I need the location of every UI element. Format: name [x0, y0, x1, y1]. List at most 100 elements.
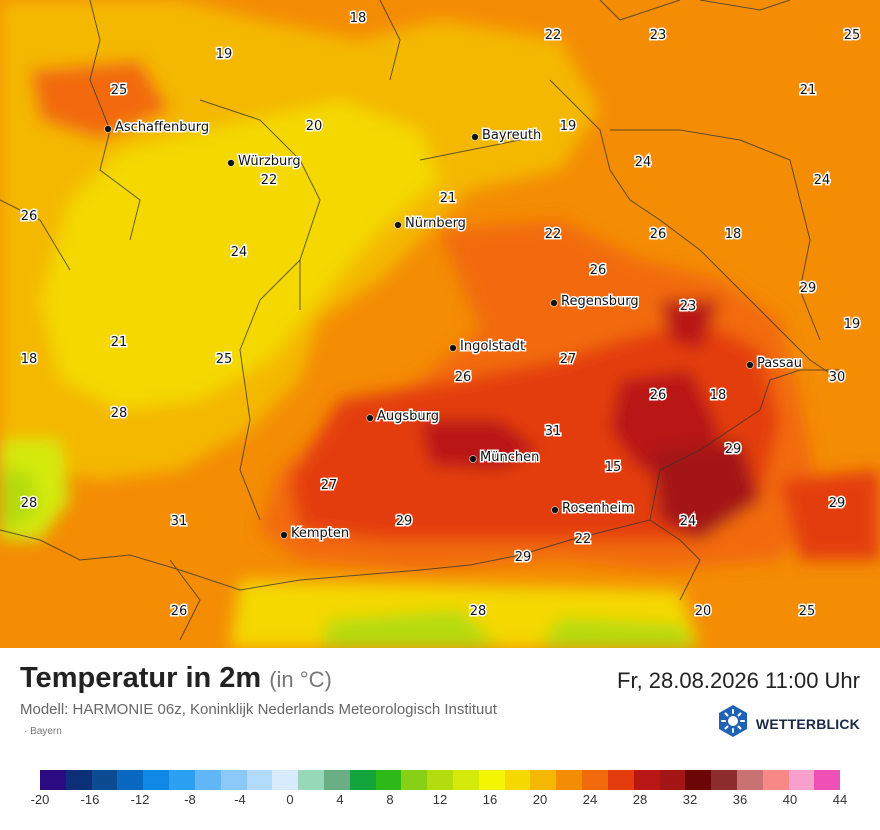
city-kempten: Kempten	[280, 525, 351, 543]
city-label: Regensburg	[561, 294, 639, 309]
temp-value: 18	[710, 388, 727, 403]
region-label: · Bayern	[24, 726, 62, 737]
temp-value: 26	[21, 209, 38, 224]
scale-swatch	[169, 770, 195, 790]
city-augsburg: Augsburg	[366, 408, 441, 426]
temp-value: 23	[650, 28, 667, 43]
temp-value: 24	[231, 245, 248, 260]
scale-swatch	[375, 770, 402, 790]
temp-value: 18	[725, 227, 742, 242]
scale-label: -12	[130, 792, 150, 807]
scale-swatch	[349, 770, 376, 790]
scale-swatch	[607, 770, 634, 790]
temp-value: 19	[844, 317, 861, 332]
scale-swatch	[91, 770, 118, 790]
scale-swatch	[246, 770, 273, 790]
scale-label: 12	[432, 792, 448, 807]
temp-value: 20	[306, 119, 323, 134]
temp-value: 21	[111, 335, 128, 350]
scale-swatch	[401, 770, 428, 790]
temp-value: 22	[575, 532, 592, 547]
temperature-field	[0, 0, 880, 648]
temp-value: 26	[650, 388, 667, 403]
temp-value: 26	[171, 604, 188, 619]
color-scale	[40, 770, 841, 790]
city-label: Nürnberg	[405, 216, 466, 231]
city-label: Passau	[757, 356, 802, 371]
temp-value: 29	[800, 281, 817, 296]
temp-value: 23	[680, 299, 697, 314]
temperature-values: 18 22 23 25 19 25 21 20 19 24 22 24 21 2…	[19, 10, 862, 621]
unit-text: (in °C)	[269, 667, 332, 692]
scale-swatch	[788, 770, 815, 790]
temp-value: 25	[111, 83, 128, 98]
scale-label: 4	[336, 792, 344, 807]
sun-snowflake-hexagon-icon	[716, 704, 750, 743]
scale-label: 20	[532, 792, 548, 807]
temp-value: 22	[545, 227, 562, 242]
scale-swatch	[323, 770, 350, 790]
temp-value: 25	[844, 28, 861, 43]
color-scale-labels: -20 -16 -12 -8 -4 0 4 8 12 16 20 24 28 32 36 40 44	[31, 792, 848, 812]
scale-label: 0	[286, 792, 294, 807]
temp-value: 15	[605, 460, 622, 475]
scale-swatch	[633, 770, 660, 790]
temp-value: 20	[695, 604, 712, 619]
scale-swatch	[556, 770, 583, 790]
temp-value: 26	[650, 227, 667, 242]
city-label: München	[480, 450, 539, 465]
temp-value: 30	[829, 370, 846, 385]
city-label: Kempten	[291, 526, 349, 541]
scale-swatch	[220, 770, 247, 790]
scale-label: 44	[832, 792, 848, 807]
temp-value: 26	[455, 370, 472, 385]
city-label: Rosenheim	[562, 501, 634, 516]
scale-label: -20	[30, 792, 50, 807]
title-text: Temperatur in 2m	[20, 662, 262, 694]
scale-swatch	[736, 770, 763, 790]
scale-swatch	[582, 770, 608, 790]
temp-value: 29	[396, 514, 413, 529]
city-markers: Aschaffenburg Würzburg Bayreuth Nürnberg…	[104, 119, 803, 543]
scale-label: 32	[682, 792, 698, 807]
scale-swatch	[814, 770, 841, 790]
temp-value: 19	[560, 119, 577, 134]
city-bayreuth: Bayreuth	[471, 127, 543, 145]
temp-value: 19	[216, 47, 233, 62]
temperature-map[interactable]: 18 22 23 25 19 25 21 20 19 24 22 24 21 2…	[0, 0, 880, 648]
region-name: Bayern	[30, 726, 62, 737]
temp-value: 24	[680, 514, 697, 529]
scale-label: 16	[482, 792, 498, 807]
scale-swatch	[453, 770, 479, 790]
scale-label: 36	[732, 792, 748, 807]
temp-value: 27	[560, 352, 577, 367]
scale-swatch	[298, 770, 324, 790]
city-label: Augsburg	[377, 409, 439, 424]
temp-value: 31	[545, 424, 562, 439]
scale-label: -8	[184, 792, 196, 807]
temp-value: 18	[21, 352, 38, 367]
scale-label: 28	[632, 792, 648, 807]
temp-value: 26	[590, 263, 607, 278]
brand-logo[interactable]: WETTERBLICK	[716, 704, 860, 743]
temp-value: 21	[800, 83, 817, 98]
scale-swatch	[272, 770, 299, 790]
scale-swatch	[117, 770, 144, 790]
temp-value: 25	[799, 604, 816, 619]
temp-value: 27	[321, 478, 338, 493]
scale-swatch	[530, 770, 557, 790]
temp-value: 29	[725, 442, 742, 457]
scale-label: -16	[80, 792, 100, 807]
model-info: Modell: HARMONIE 06z, Koninklijk Nederla…	[20, 701, 497, 718]
scale-swatch	[685, 770, 712, 790]
footer: Temperatur in 2m (in °C) Fr, 28.08.2026 1…	[0, 648, 880, 830]
scale-swatch	[478, 770, 505, 790]
city-label: Ingolstadt	[460, 339, 525, 354]
temp-value: 24	[635, 155, 652, 170]
city-aschaffenburg: Aschaffenburg	[104, 119, 211, 137]
city-ingolstadt: Ingolstadt	[449, 338, 527, 356]
city-label: Bayreuth	[482, 128, 541, 143]
scale-swatch	[762, 770, 789, 790]
city-label: Würzburg	[238, 154, 301, 169]
scale-label: -4	[234, 792, 246, 807]
